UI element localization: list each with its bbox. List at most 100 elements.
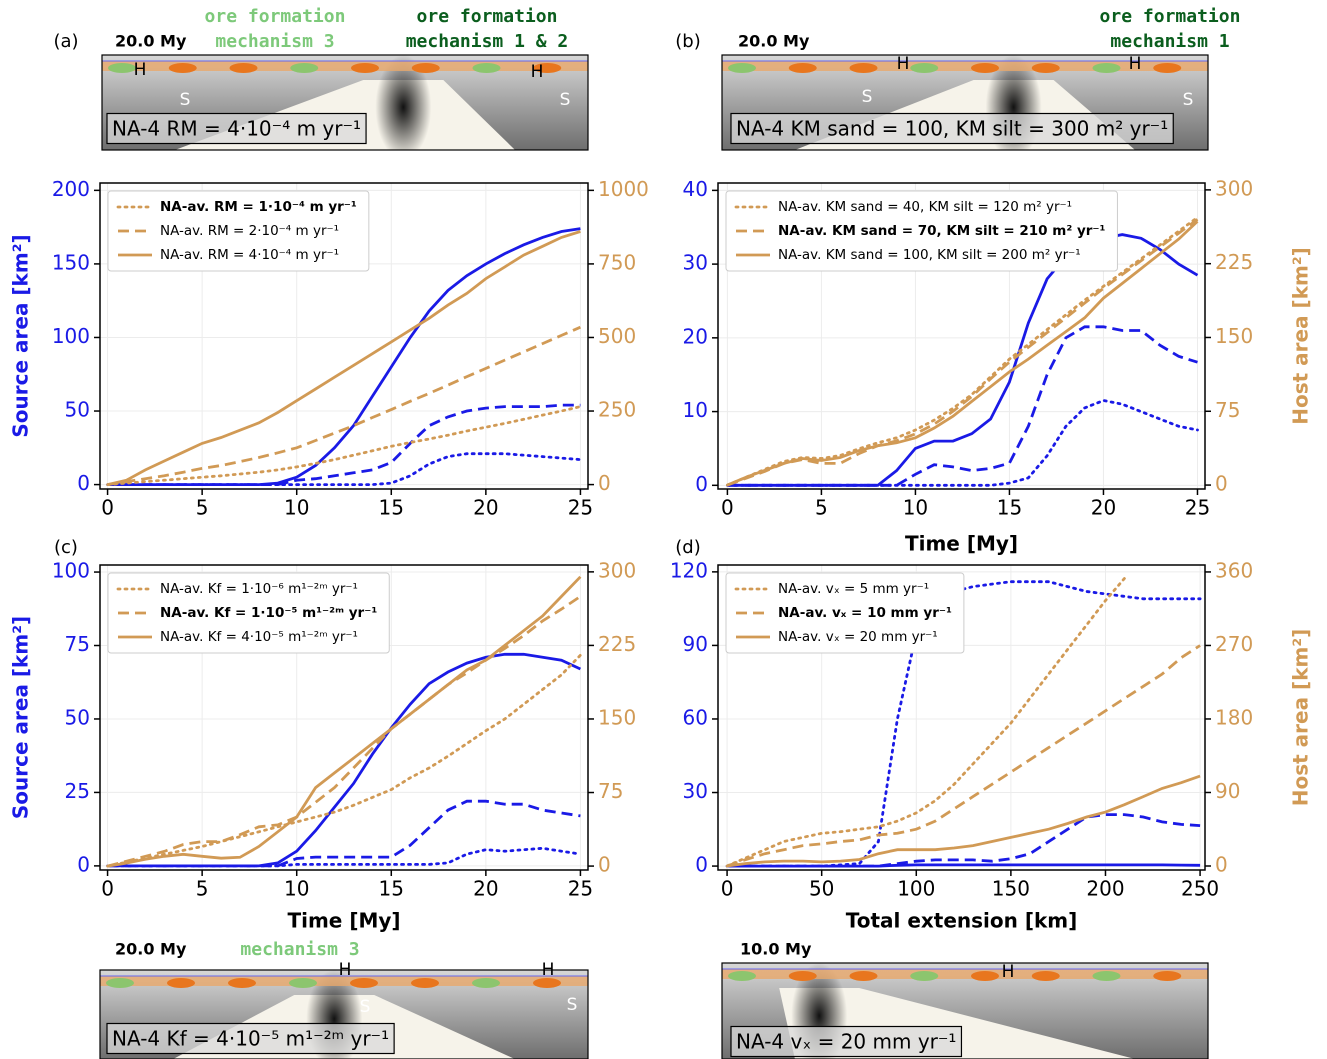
panel-label: (c)	[54, 537, 78, 558]
site-label: S	[1183, 90, 1194, 110]
snapshot-frame	[101, 54, 589, 151]
y2-tick-label: 0	[598, 853, 611, 877]
y2-tick-label: 150	[1215, 324, 1253, 348]
y-tick-label: 0	[695, 472, 708, 496]
ore-note: ore formation	[1100, 6, 1241, 27]
y-tick-label: 150	[52, 250, 90, 274]
x-axis-label: Total extension [km]	[846, 909, 1078, 933]
series-line	[725, 577, 1126, 868]
ore-blob	[533, 63, 562, 73]
series-line	[727, 233, 1199, 487]
y2-tick-label: 90	[1215, 779, 1240, 803]
ore-blob	[351, 63, 379, 73]
panel-label: (d)	[675, 537, 700, 558]
series-line	[107, 575, 582, 868]
snapshot-frame	[99, 969, 589, 1059]
y2-tick-label: 300	[598, 558, 636, 582]
ore-blob	[108, 63, 136, 73]
snapshot-caption: NA-4 vₓ = 20 mm yr⁻¹	[736, 1030, 956, 1054]
site-label: S	[560, 90, 571, 110]
caption-box	[106, 1022, 395, 1055]
panel-label: (b)	[675, 31, 700, 52]
legend-label: NA-av. RM = 4·10⁻⁴ m yr⁻¹	[160, 247, 339, 263]
legend-label: NA-av. Kf = 1·10⁻⁶ m¹⁻²ᵐ yr⁻¹	[160, 581, 358, 597]
plot-frame	[99, 182, 589, 490]
series-line	[727, 863, 1201, 868]
x-tick-label: 200	[1086, 877, 1124, 901]
y2-tick-label: 0	[1215, 852, 1228, 876]
x-tick-label: 20	[473, 496, 498, 520]
x-tick-label: 15	[997, 496, 1022, 520]
y2-tick-label: 250	[598, 398, 636, 422]
ore-blob	[228, 978, 256, 988]
ore-note: mechanism 1 & 2	[406, 31, 569, 52]
legend-label: NA-av. vₓ = 10 mm yr⁻¹	[778, 605, 952, 621]
ore-blob	[167, 978, 195, 988]
series-line	[106, 653, 582, 868]
series-line	[726, 644, 1201, 868]
y2-tick-label: 0	[1215, 472, 1228, 496]
x-tick-label: 150	[992, 877, 1030, 901]
panel: (d)0 50 100 150 200 2500306090120090180270360…	[670, 537, 1313, 933]
y2-tick-label: 1000	[598, 177, 649, 201]
y2-tick-label: 750	[598, 250, 636, 274]
series-line	[726, 220, 1199, 487]
site-label: H	[531, 62, 544, 82]
y-tick-label: 100	[52, 324, 90, 348]
y-tick-label: 0	[695, 853, 708, 877]
ore-note: ore formation	[205, 6, 346, 27]
panel: (a)0 5 10 15 20 2505010015020002505007501000S…	[9, 31, 649, 520]
legend-label: NA-av. Kf = 1·10⁻⁵ m¹⁻²ᵐ yr⁻¹	[160, 605, 377, 621]
x-tick-label: 10	[284, 496, 309, 520]
caption-box	[106, 112, 367, 145]
snapshot-frame	[721, 962, 1209, 1059]
series-line	[107, 595, 582, 868]
legend-label: NA-av. vₓ = 20 mm yr⁻¹	[778, 629, 938, 645]
legend-label: NA-av. RM = 2·10⁻⁴ m yr⁻¹	[160, 223, 339, 239]
series-line	[107, 230, 581, 486]
ore-blob	[1092, 971, 1121, 981]
x-tick-label: 15	[379, 877, 404, 901]
x-tick-label: 10	[284, 877, 309, 901]
y-tick-label: 0	[77, 852, 90, 876]
legend-label: NA-av. vₓ = 5 mm yr⁻¹	[778, 581, 929, 597]
snapshot-time: 20.0 My	[738, 32, 810, 51]
ore-blob	[472, 63, 501, 73]
model-snapshot: 20.0 My ore formation mechanism 3 ore forma…	[101, 6, 589, 151]
ore-blob	[1031, 63, 1060, 73]
ore-blob	[728, 971, 756, 981]
y-tick-label: 25	[65, 779, 90, 803]
ore-blob	[472, 978, 500, 988]
x-axis-label: Time [My]	[905, 532, 1018, 556]
ore-blob	[728, 63, 756, 73]
site-label: S	[180, 90, 191, 110]
y-tick-label: 30	[683, 251, 708, 275]
ore-note: mechanism 1	[1110, 31, 1229, 52]
site-label: H	[1129, 54, 1142, 74]
y-tick-label: 120	[670, 558, 708, 582]
snapshot-caption: NA-4 Kf = 4·10⁻⁵ m¹⁻²ᵐ yr⁻¹	[112, 1027, 389, 1051]
x-tick-label: 25	[1185, 496, 1210, 520]
series-line	[727, 813, 1201, 868]
series-line	[726, 399, 1199, 487]
ore-blob	[1153, 63, 1182, 73]
y-axis-label: Source area [km²]	[9, 234, 33, 437]
ore-blob	[1153, 971, 1182, 981]
y-tick-label: 40	[683, 177, 708, 201]
y2-tick-label: 225	[1215, 250, 1253, 274]
snapshot-frame	[721, 54, 1209, 151]
x-tick-label: 50	[809, 877, 834, 901]
x-tick-label: 25	[568, 877, 593, 901]
sediment	[722, 969, 1208, 979]
ore-blob	[168, 63, 197, 73]
ore-blob	[533, 978, 561, 988]
series-line	[106, 405, 582, 486]
y-tick-label: 30	[683, 779, 708, 803]
snapshot-time: 20.0 My	[115, 940, 187, 959]
y-tick-label: 50	[65, 398, 90, 422]
site-label: S	[360, 997, 371, 1017]
